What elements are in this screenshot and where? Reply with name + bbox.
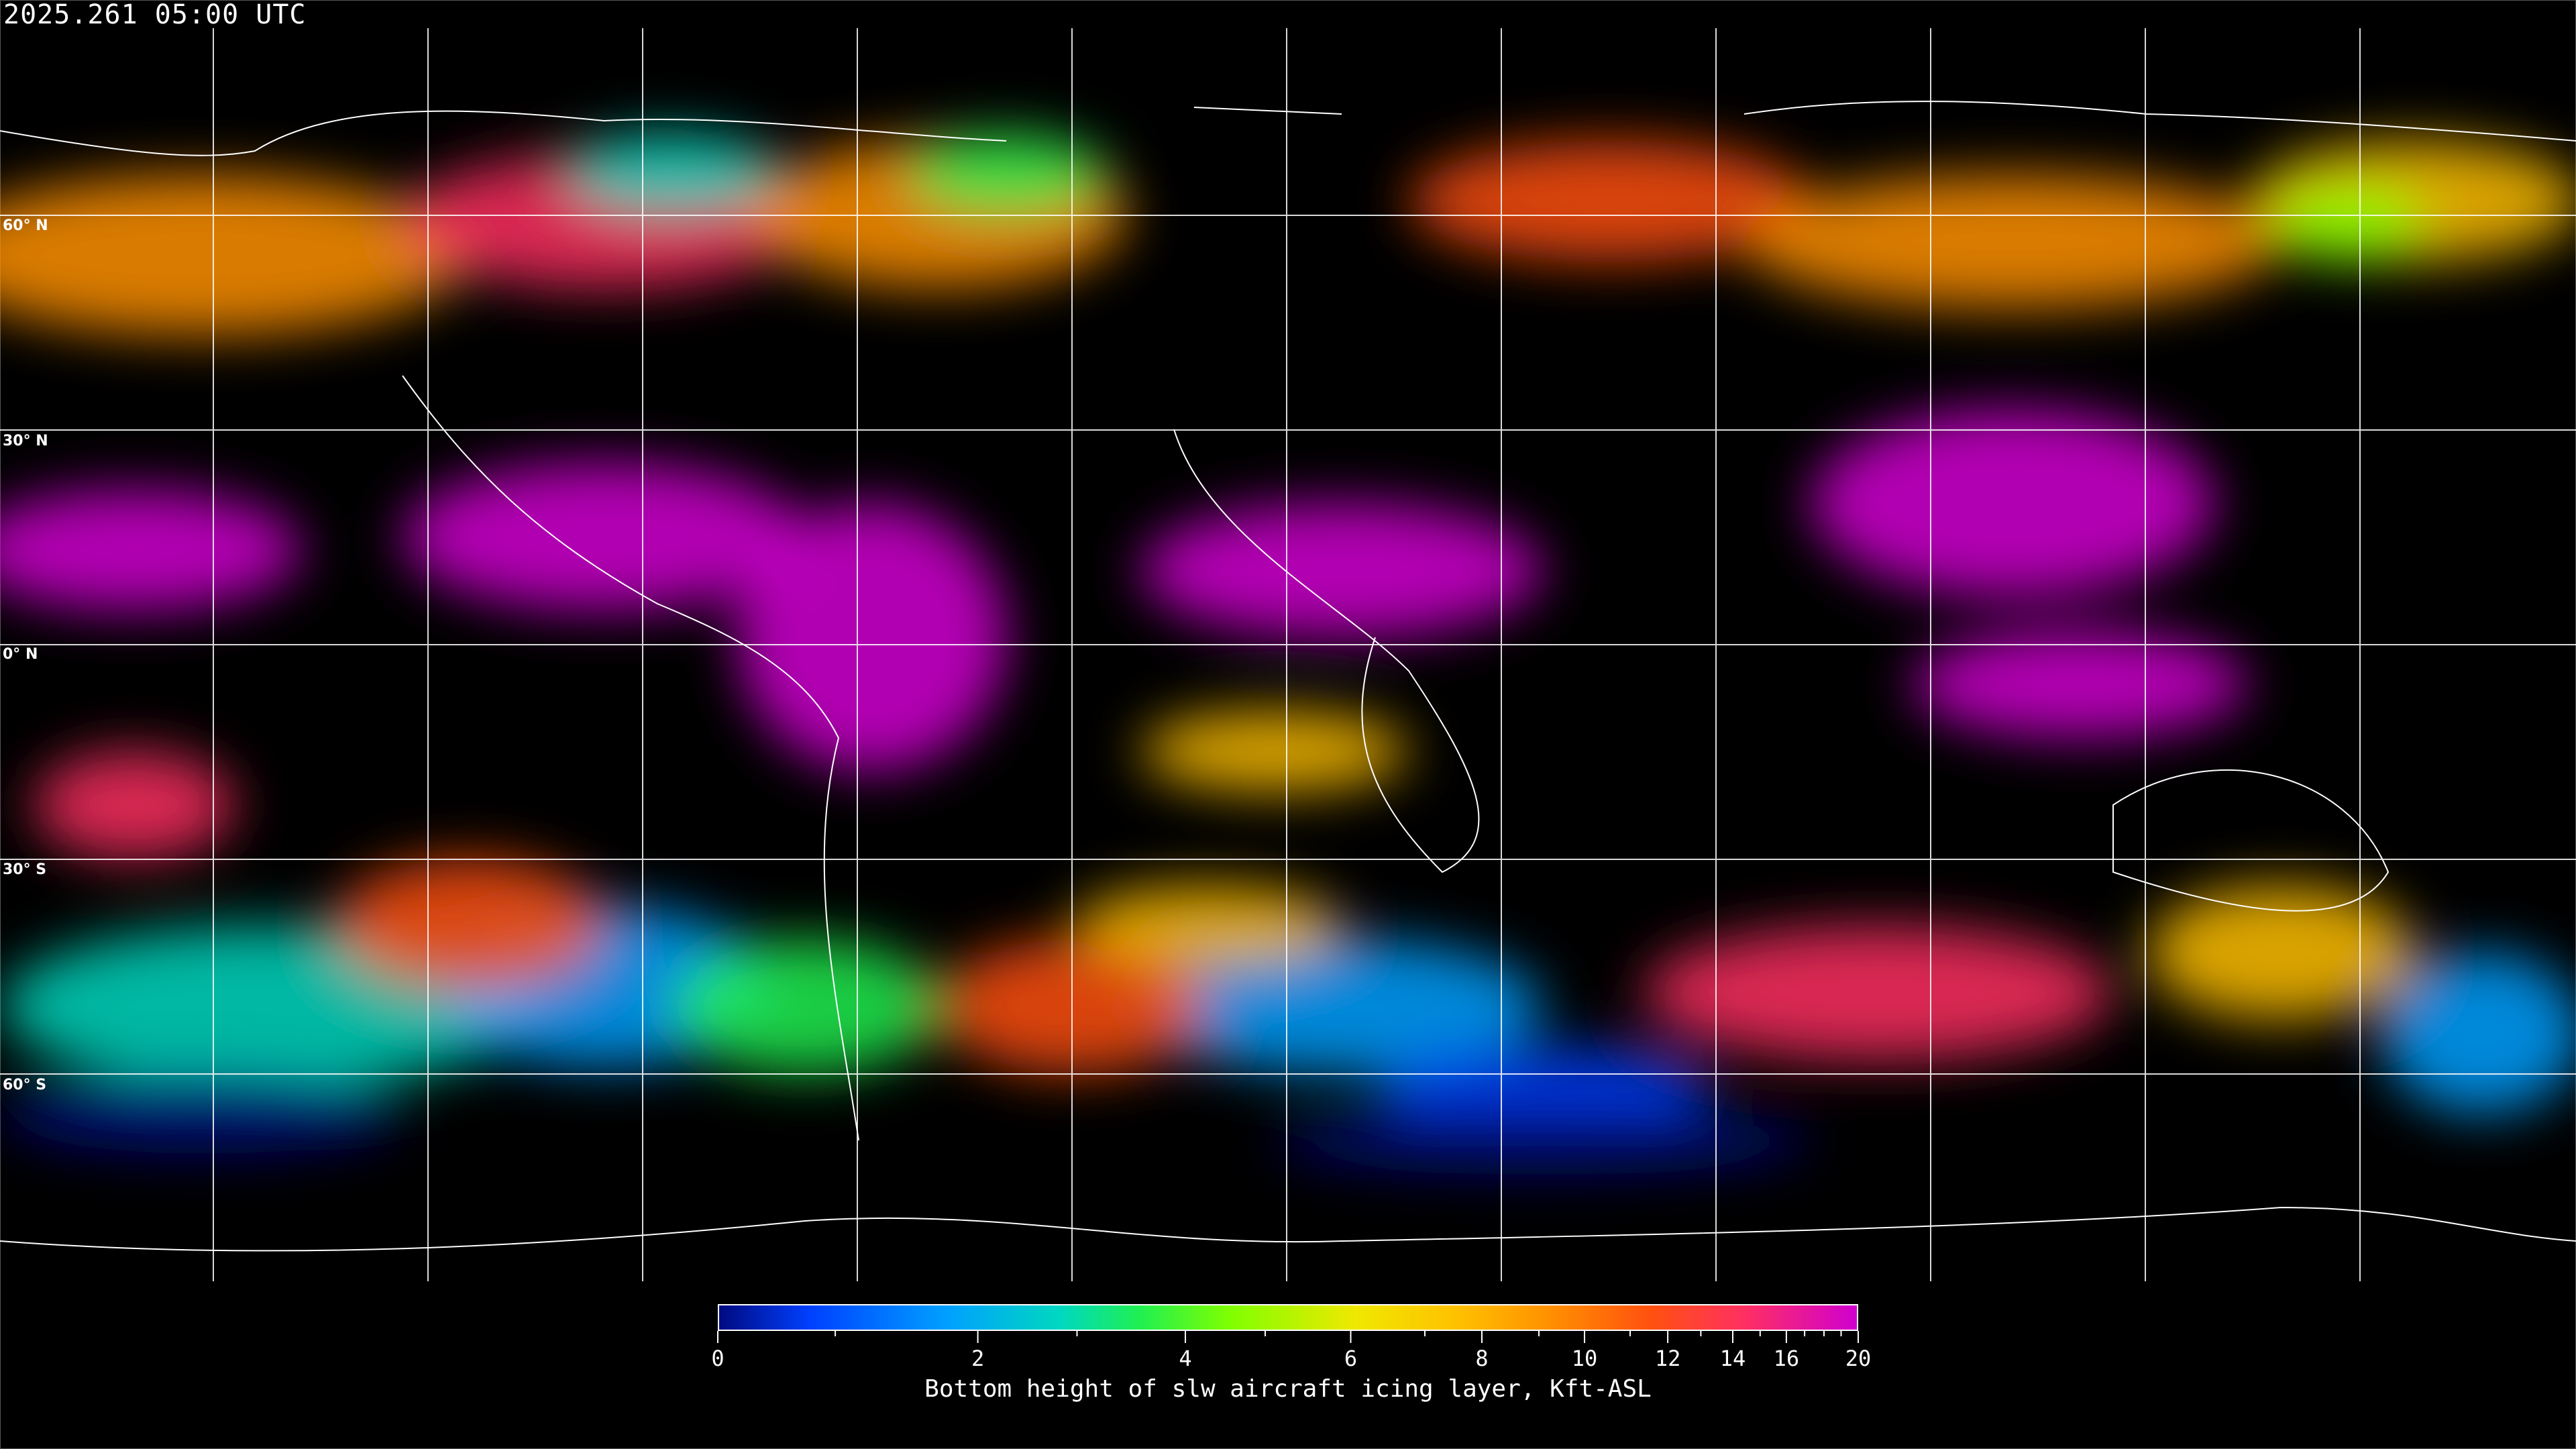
icing-region xyxy=(2381,953,2576,1114)
colorbar-tick-label: 0 xyxy=(711,1346,724,1371)
colorbar-tick-label: 8 xyxy=(1475,1346,1489,1371)
colorbar-tick-label: 10 xyxy=(1571,1346,1598,1371)
icing-region xyxy=(1644,926,2113,1060)
icing-region xyxy=(1409,141,1811,262)
icing-region xyxy=(1912,631,2247,738)
icing-region xyxy=(335,859,604,993)
icing-region xyxy=(1375,1046,1711,1127)
lat-label-30s: 30° S xyxy=(3,861,47,878)
lat-label-0: 0° N xyxy=(3,646,38,663)
colorbar-tick-label: 12 xyxy=(1654,1346,1681,1371)
icing-region xyxy=(34,751,235,859)
colorbar-tick-label: 6 xyxy=(1344,1346,1358,1371)
lat-label-30n: 30° N xyxy=(3,433,48,449)
icing-region xyxy=(0,490,302,610)
icing-region xyxy=(671,939,939,1073)
colorbar-label: Bottom height of slw aircraft icing laye… xyxy=(924,1375,1652,1403)
coastlines xyxy=(0,101,2576,1252)
colorbar-tick-label: 2 xyxy=(971,1346,985,1371)
lat-lon-grid xyxy=(0,28,2576,1281)
icing-region xyxy=(1140,503,1543,637)
icing-region xyxy=(402,463,805,610)
icing-region xyxy=(906,134,1107,215)
icing-region xyxy=(939,939,1208,1073)
icing-region xyxy=(1811,409,2214,597)
icing-region xyxy=(1744,174,2281,309)
colorbar-tick-label: 14 xyxy=(1719,1346,1746,1371)
colorbar-tick-label: 16 xyxy=(1773,1346,1800,1371)
icing-region xyxy=(1140,711,1409,792)
lat-label-60s: 60° S xyxy=(3,1077,47,1093)
icing-region xyxy=(1275,1107,1811,1174)
icing-region xyxy=(0,174,470,335)
icing-field xyxy=(0,134,2576,1174)
icing-map xyxy=(0,28,2576,1281)
timestamp: 2025.261 05:00 UTC xyxy=(3,0,307,30)
icing-region xyxy=(1073,885,1342,966)
icing-region xyxy=(738,503,1006,771)
icing-region xyxy=(1140,939,1543,1073)
icing-region xyxy=(2147,885,2415,1020)
icing-region xyxy=(0,1073,402,1154)
icing-region xyxy=(564,134,778,215)
colorbar-tick-label: 20 xyxy=(1845,1346,1872,1371)
icing-region xyxy=(2267,181,2428,262)
colorbar xyxy=(718,1304,1858,1331)
lat-label-60n: 60° N xyxy=(3,217,48,234)
colorbar-tick-label: 4 xyxy=(1179,1346,1192,1371)
